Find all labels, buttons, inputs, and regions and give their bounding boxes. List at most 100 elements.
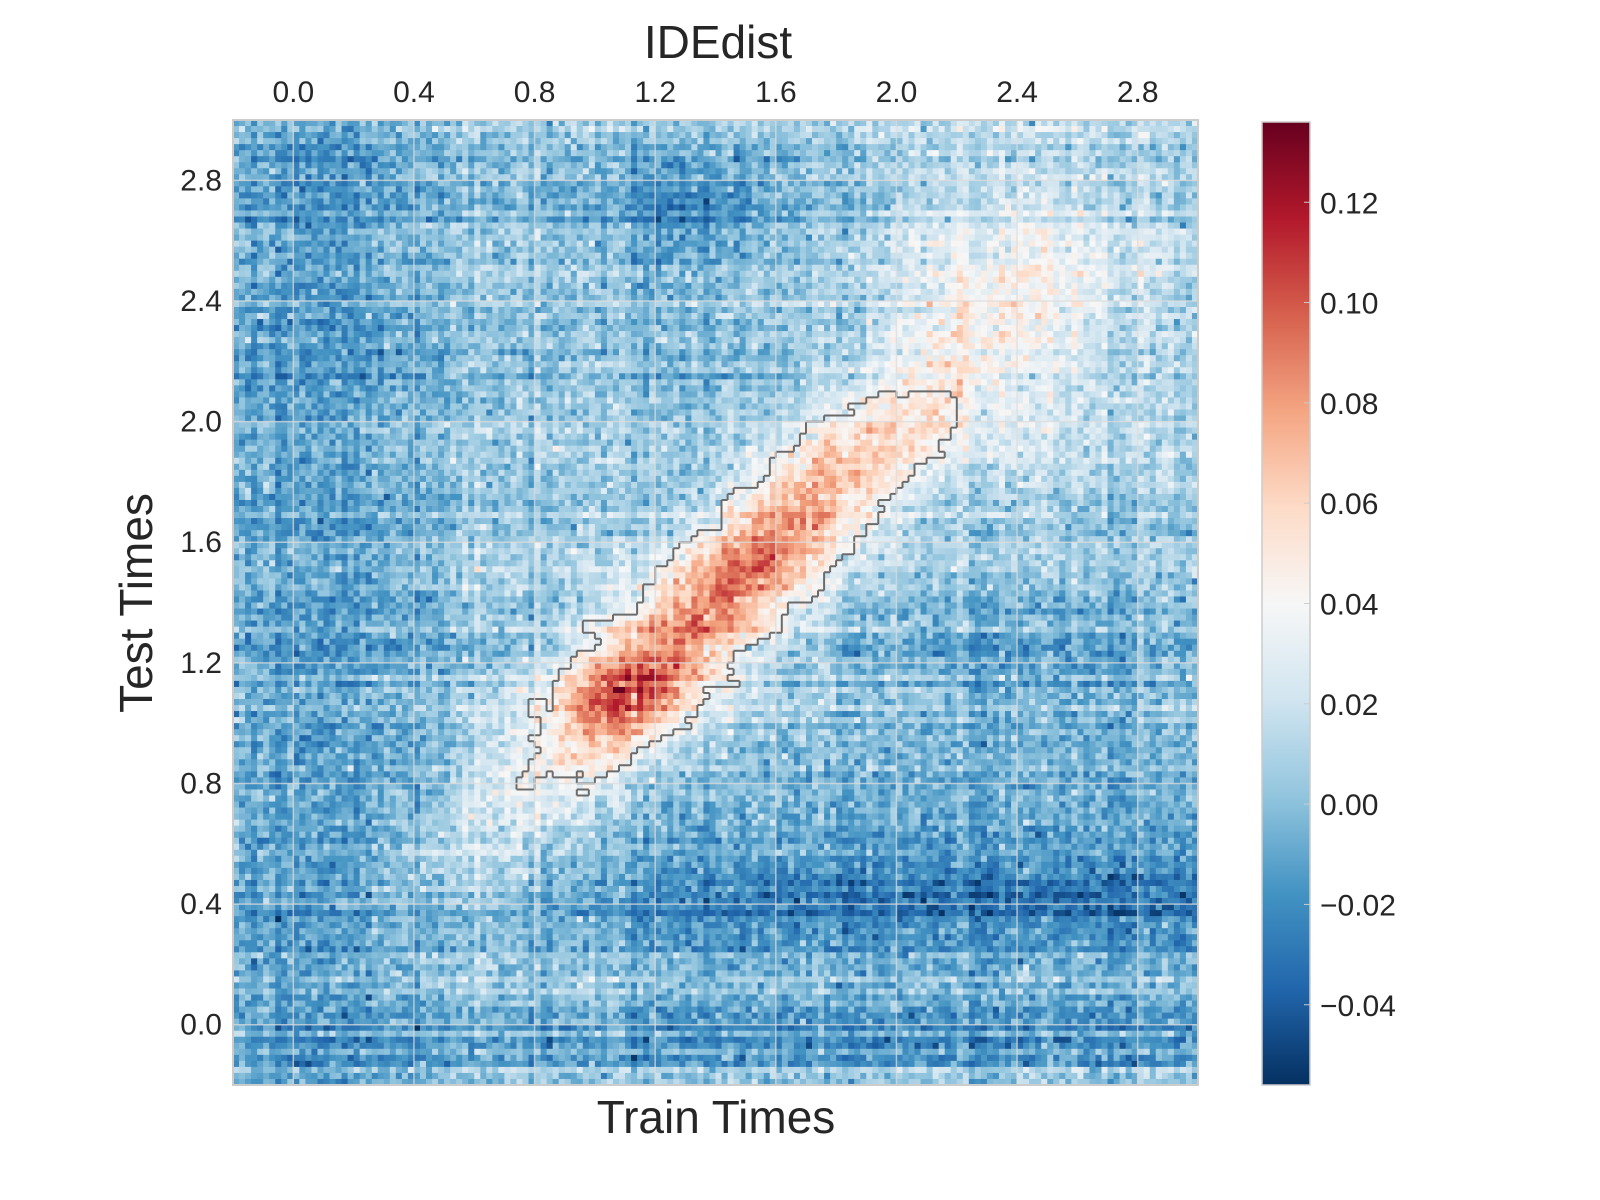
heatmap-cell [239,289,246,296]
heatmap-cell [824,204,831,211]
heatmap-cell [516,198,523,205]
heatmap-cell [456,204,463,211]
heatmap-cell [969,259,976,266]
heatmap-cell [1144,277,1151,284]
heatmap-cell [740,241,747,248]
heatmap-cell [523,265,530,272]
heatmap-cell [366,132,373,139]
heatmap-cell [342,198,349,205]
heatmap-cell [842,283,849,290]
heatmap-cell [884,277,891,284]
heatmap-cell [830,253,837,260]
heatmap-cell [1168,192,1175,199]
heatmap-cell [305,210,312,217]
heatmap-cell [583,138,590,145]
heatmap-cell [1065,210,1072,217]
heatmap-cell [758,180,765,187]
heatmap-cell [806,253,813,260]
heatmap-cell [251,210,258,217]
heatmap-cell [565,271,572,278]
heatmap-cell [601,198,608,205]
heatmap-cell [927,180,934,187]
heatmap-cell [806,192,813,199]
heatmap-cell [697,271,704,278]
heatmap-cell [794,271,801,278]
heatmap-cell [957,253,964,260]
heatmap-cell [468,210,475,217]
heatmap-cell [752,180,759,187]
heatmap-cell [1071,150,1078,157]
heatmap-cell [939,204,946,211]
heatmap-cell [251,144,258,151]
heatmap-cell [1180,259,1187,266]
heatmap-cell [396,229,403,236]
heatmap-cell [800,138,807,145]
heatmap-cell [667,162,674,169]
heatmap-cell [1047,144,1054,151]
heatmap-cell [716,229,723,236]
heatmap-cell [830,277,837,284]
heatmap-cell [951,192,958,199]
heatmap-cell [342,241,349,248]
heatmap-cell [824,186,831,193]
heatmap-cell [963,186,970,193]
heatmap-cell [450,253,457,260]
heatmap-cell [462,138,469,145]
heatmap-cell [746,253,753,260]
heatmap-cell [559,223,566,230]
heatmap-cell [951,283,958,290]
heatmap-cell [456,259,463,266]
heatmap-cell [1053,162,1060,169]
heatmap-cell [396,283,403,290]
heatmap-cell [275,235,282,242]
heatmap-cell [951,223,958,230]
heatmap-cell [764,180,771,187]
heatmap-cell [486,217,493,224]
heatmap-cell [1083,132,1090,139]
heatmap-cell [462,126,469,133]
heatmap-cell [866,289,873,296]
heatmap-cell [269,229,276,236]
heatmap-cell [697,204,704,211]
heatmap-cell [722,247,729,254]
heatmap-cell [1126,210,1133,217]
heatmap-cell [251,192,258,199]
heatmap-cell [1162,162,1169,169]
heatmap-cell [794,162,801,169]
heatmap-cell [830,204,837,211]
heatmap-cell [1005,150,1012,157]
heatmap-cell [691,198,698,205]
heatmap-cell [613,132,620,139]
heatmap-cell [1023,265,1030,272]
heatmap-cell [1108,283,1115,290]
heatmap-cell [957,301,964,308]
heatmap-cell [583,247,590,254]
heatmap-cell [987,168,994,175]
heatmap-cell [1168,283,1175,290]
heatmap-cell [468,271,475,278]
heatmap-cell [993,138,1000,145]
heatmap-cell [450,271,457,278]
heatmap-cell [330,150,337,157]
heatmap-cell [643,277,650,284]
heatmap-cell [317,150,324,157]
heatmap-cell [1180,271,1187,278]
heatmap-cell [818,186,825,193]
heatmap-cell [625,144,632,151]
heatmap-cell [468,150,475,157]
heatmap-cell [927,241,934,248]
heatmap-cell [281,126,288,133]
heatmap-cell [993,235,1000,242]
heatmap-cell [523,180,530,187]
heatmap-cell [776,168,783,175]
heatmap-cell [716,210,723,217]
heatmap-cell [1144,247,1151,254]
heatmap-cell [902,168,909,175]
heatmap-cell [330,180,337,187]
heatmap-cell [547,168,554,175]
heatmap-cell [354,126,361,133]
heatmap-cell [1162,198,1169,205]
heatmap-cell [553,162,560,169]
heatmap-cell [878,204,885,211]
heatmap-cell [360,204,367,211]
